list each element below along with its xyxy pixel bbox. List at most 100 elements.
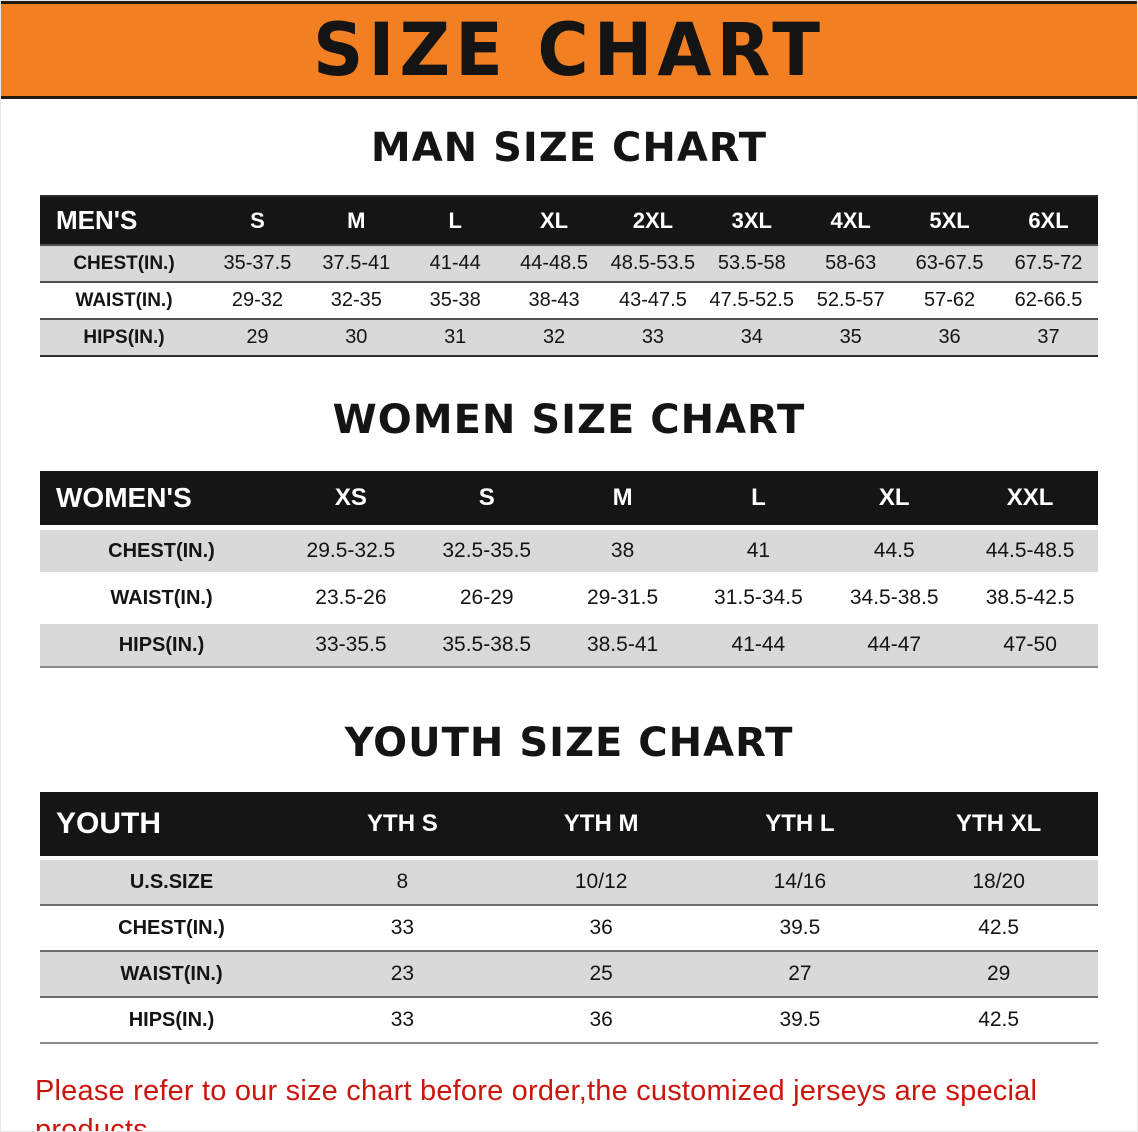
table-cell: 32 — [542, 326, 566, 348]
table-cell: 38.5-42.5 — [985, 586, 1075, 609]
table-cell: 57-62 — [923, 289, 976, 311]
size-column-header: 6XL — [999, 196, 1098, 245]
youth-size-table: YOUTH YTH S YTH M YTH L YTH XL U.S.SIZE 8 10/12… — [40, 792, 1098, 1044]
size-column-header: XL — [826, 471, 963, 528]
table-header-row: WOMEN'S XS S M L XL XXL — [40, 471, 1098, 528]
row-label: CHEST(IN.) — [118, 916, 225, 939]
table-row: U.S.SIZE 8 10/12 14/16 18/20 — [40, 858, 1098, 905]
size-column-header: YTH S — [303, 792, 502, 858]
size-column-header: YTH XL — [899, 792, 1098, 858]
row-label: U.S.SIZE — [129, 870, 214, 893]
table-cell: 44-47 — [867, 633, 922, 656]
table-cell: 41-44 — [731, 633, 786, 656]
size-charts: MAN SIZE CHART MEN'S S M L XL 2XL 3XL 4XL 5XL 6XL… — [1, 125, 1137, 1044]
table-cell: 34 — [740, 326, 763, 348]
size-column-header: M — [306, 196, 406, 245]
size-column-header: 5XL — [900, 196, 999, 245]
table-cell: 29-32 — [231, 289, 284, 311]
size-column-header: 2XL — [603, 196, 703, 245]
size-column-header: XL — [504, 196, 604, 245]
disclaimer-line-1: Please refer to our size chart before or… — [35, 1075, 1038, 1132]
table-cell: 32-35 — [330, 289, 382, 311]
size-column-header: YTH L — [700, 792, 900, 858]
table-cell: 26-29 — [459, 586, 514, 609]
men-size-table: MEN'S S M L XL 2XL 3XL 4XL 5XL 6XL CHEST(IN.) 35-37… — [40, 195, 1098, 357]
size-column-header: S — [418, 471, 555, 528]
disclaimer: Please refer to our size chart before or… — [35, 1072, 1107, 1132]
size-column-header: L — [690, 471, 827, 528]
table-cell: 41 — [746, 539, 771, 562]
table-row: CHEST(IN.) 35-37.5 37.5-41 41-44 44-48.5 48.5… — [40, 245, 1098, 282]
men-size-section: MAN SIZE CHART MEN'S S M L XL 2XL 3XL 4XL 5XL 6XL… — [1, 125, 1137, 357]
table-cell: 33 — [390, 1008, 415, 1031]
table-cell: 35-38 — [429, 289, 481, 311]
size-column-header: 4XL — [801, 196, 901, 245]
table-row: HIPS(IN.) 33-35.5 35.5-38.5 38.5-41 41-44 44-… — [40, 621, 1098, 667]
table-cell: 36 — [589, 1008, 613, 1031]
size-column-header: XS — [283, 471, 419, 528]
table-cell: 39.5 — [779, 1008, 821, 1031]
women-size-section: WOMEN SIZE CHART WOMEN'S XS S M L XL XXL CHEST(… — [1, 397, 1137, 668]
table-cell: 58-63 — [825, 252, 877, 274]
table-row: HIPS(IN.) 33 36 39.5 42.5 — [40, 997, 1098, 1043]
row-label: WAIST(IN.) — [120, 962, 223, 985]
table-cell: 23 — [390, 962, 415, 985]
table-cell: 44-48.5 — [520, 252, 588, 274]
table-row: WAIST(IN.) 29-32 32-35 35-38 38-43 43-47.5 47.… — [40, 282, 1098, 319]
table-cell: 30 — [345, 326, 368, 348]
table-cell: 36 — [938, 326, 961, 348]
table-cell: 29.5-32.5 — [306, 539, 396, 562]
row-label: HIPS(IN.) — [128, 1008, 215, 1031]
table-cell: 34.5-38.5 — [849, 586, 939, 609]
table-cell: 8 — [396, 870, 409, 893]
table-cell: 53.5-58 — [717, 252, 786, 274]
table-header-row: YOUTH YTH S YTH M YTH L YTH XL — [40, 792, 1098, 858]
table-corner-label: MEN'S — [40, 196, 208, 245]
size-column-header: YTH M — [501, 792, 701, 858]
table-cell: 10/12 — [574, 870, 628, 893]
table-cell: 42.5 — [978, 916, 1020, 939]
table-cell: 36 — [589, 916, 613, 939]
table-row: CHEST(IN.) 29.5-32.5 32.5-35.5 38 41 44.5 44.5… — [40, 527, 1098, 575]
table-header-row: MEN'S S M L XL 2XL 3XL 4XL 5XL 6XL — [40, 196, 1098, 245]
size-column-header: L — [405, 196, 505, 245]
table-cell: 32.5-35.5 — [442, 539, 532, 562]
table-cell: 35.5-38.5 — [442, 633, 532, 656]
table-cell: 29 — [986, 962, 1011, 985]
row-label: WAIST(IN.) — [75, 289, 173, 311]
table-cell: 33 — [390, 916, 415, 939]
table-cell: 48.5-53.5 — [610, 252, 696, 274]
table-row: WAIST(IN.) 23.5-26 26-29 29-31.5 31.5-34.5 34… — [40, 574, 1098, 622]
table-cell: 43-47.5 — [619, 289, 687, 311]
table-cell: 47.5-52.5 — [709, 289, 795, 311]
table-cell: 41-44 — [429, 252, 481, 274]
table-cell: 25 — [589, 962, 613, 985]
table-cell: 42.5 — [978, 1008, 1020, 1031]
size-column-header: M — [554, 471, 691, 528]
table-cell: 67.5-72 — [1014, 252, 1083, 274]
table-cell: 33-35.5 — [315, 633, 387, 656]
title-banner: SIZE CHART — [1, 1, 1137, 99]
table-cell: 23.5-26 — [315, 586, 387, 609]
table-cell: 63-67.5 — [915, 252, 984, 274]
youth-section-heading: YOUTH SIZE CHART — [344, 720, 794, 766]
table-cell: 37 — [1037, 326, 1060, 348]
table-cell: 38 — [610, 539, 635, 562]
row-label: WAIST(IN.) — [110, 586, 213, 609]
table-row: CHEST(IN.) 33 36 39.5 42.5 — [40, 905, 1098, 951]
table-cell: 35-37.5 — [223, 252, 292, 274]
table-cell: 44.5 — [873, 539, 915, 562]
table-cell: 39.5 — [779, 916, 821, 939]
table-cell: 62-66.5 — [1014, 289, 1083, 311]
table-cell: 27 — [788, 962, 812, 985]
size-column-header: 3XL — [702, 196, 802, 245]
table-cell: 29 — [246, 326, 269, 348]
table-row: WAIST(IN.) 23 25 27 29 — [40, 951, 1098, 997]
table-cell: 14/16 — [773, 870, 827, 893]
table-cell: 35 — [839, 326, 862, 348]
row-label: HIPS(IN.) — [83, 326, 165, 348]
row-label: CHEST(IN.) — [73, 252, 175, 274]
table-cell: 52.5-57 — [816, 289, 885, 311]
table-cell: 31.5-34.5 — [714, 586, 803, 609]
